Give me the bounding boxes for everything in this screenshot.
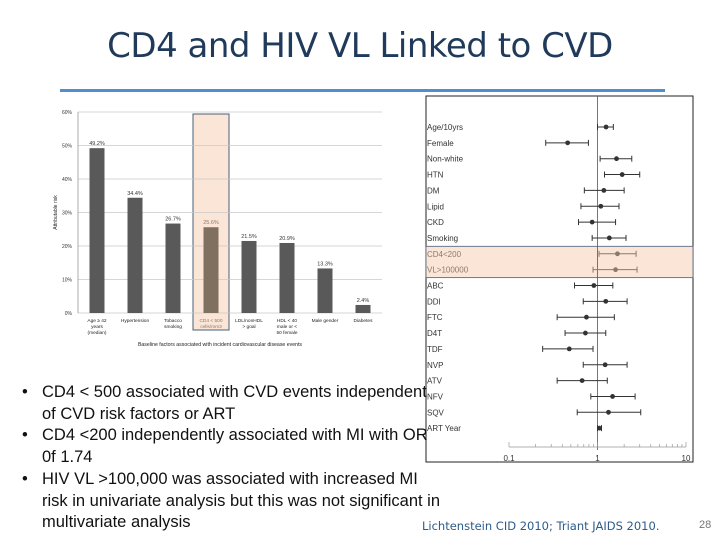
odds-ratio-point [602,362,608,368]
category-label: Male gender [312,318,339,324]
row-label: Female [427,139,454,148]
odds-ratio-point [613,267,618,273]
x-tick-label: 0.1 [503,454,515,463]
odds-ratio-point [579,378,585,383]
citation: Lichtenstein CID 2010; Triant JAIDS 2010… [422,519,660,533]
row-label: NFV [427,392,444,401]
category-label: Age ≥ 42 years (median) [87,318,107,336]
y-tick-label: 60% [62,110,73,116]
odds-ratio-point [610,394,615,399]
bullet-item: • HIV VL >100,000 was associated with inc… [22,469,442,534]
data-label: 21.5% [241,234,257,240]
y-tick-label: 50% [62,144,73,150]
data-label: 20.9% [279,236,295,242]
forest-plot-frame [425,95,694,463]
odds-ratio-point [589,219,595,225]
odds-ratio-point [603,124,609,130]
odds-ratio-point [601,188,607,193]
odds-ratio-point [565,140,571,146]
odds-ratio-point [615,251,620,257]
category-label: CD4 < 500 cells/mm3 [199,318,222,330]
y-tick-label: 40% [62,177,73,183]
bar [279,242,295,313]
category-label: LDL/nonHDL > goal [235,318,263,330]
odds-ratio-point [583,330,588,336]
bullet-dot: • [22,383,28,401]
bullet-text: HIV VL >100,000 was associated with incr… [42,469,441,532]
odds-ratio-point [596,425,602,431]
y-tick-label: 20% [62,244,73,250]
odds-ratio-point [598,203,604,209]
row-label: VL>100000 [427,266,469,275]
y-tick-label: 0% [65,311,73,317]
odds-ratio-point [614,156,619,162]
data-label: 13.3% [317,261,333,267]
data-label: 49.2% [89,141,105,147]
data-label: 2.4% [357,298,370,304]
row-label: Non-white [427,155,464,164]
y-tick-label: 10% [62,278,73,284]
row-label: HTN [427,171,444,180]
row-label: CD4<200 [427,250,462,259]
row-label: CKD [427,218,444,227]
bullet-dot: • [22,426,28,445]
row-label: ATV [427,377,443,386]
x-tick-label: 10 [682,454,691,463]
row-label: DM [427,186,440,195]
row-label: Lipid [427,202,444,211]
odds-ratio-point [566,346,572,352]
row-label: ART Year [427,424,461,433]
odds-ratio-point [584,314,589,320]
row-label: Smoking [427,234,458,243]
data-label: 26.7% [165,217,181,223]
bullet-list: • CD4 < 500 associated with CVD events in… [22,382,442,534]
row-label: DDI [427,297,441,306]
highlight-band [425,245,694,279]
bar [203,227,219,313]
row-label: ABC [427,282,444,291]
category-label: Tobacco smoking [164,318,182,330]
x-tick-label: 1 [595,454,600,463]
row-label: D4T [427,329,442,338]
bar [317,268,333,313]
slide-title: CD4 and HIV VL Linked to CVD [107,26,613,66]
bar [355,304,371,313]
odds-ratio-point [606,235,612,241]
bar [241,240,257,313]
bullet-item: • CD4 < 500 associated with CVD events in… [22,382,442,425]
y-axis-title: Attributable risk [53,195,59,230]
row-label: TDF [427,345,443,354]
odds-ratio-point [619,172,625,177]
bullet-text: CD4 < 500 associated with CVD events ind… [42,383,427,423]
category-label: Diabetes [354,318,374,324]
title-underline [60,89,665,92]
odds-ratio-point [606,409,611,415]
row-label: Age/10yrs [427,123,463,132]
bar [165,223,181,313]
row-label: NVP [427,361,443,370]
bullet-dot: • [22,469,28,488]
bullet-text: CD4 <200 independently associated with M… [42,426,428,467]
data-label: 34.4% [127,191,143,197]
x-axis-title: Baseline factors associated with inciden… [138,342,302,348]
data-label: 25.6% [203,220,219,226]
bullet-item: • CD4 <200 independently associated with … [22,425,442,468]
bar [127,197,143,313]
row-label: SQV [427,408,445,417]
page-number: 28 [699,519,712,531]
category-label: HDL < 40 male or <50 female [276,318,297,336]
row-label: FTC [427,313,443,322]
category-label: Hypertension [121,318,150,324]
y-tick-label: 30% [62,211,73,217]
bar [89,148,105,313]
odds-ratio-point [591,283,597,288]
odds-ratio-point [603,298,609,304]
